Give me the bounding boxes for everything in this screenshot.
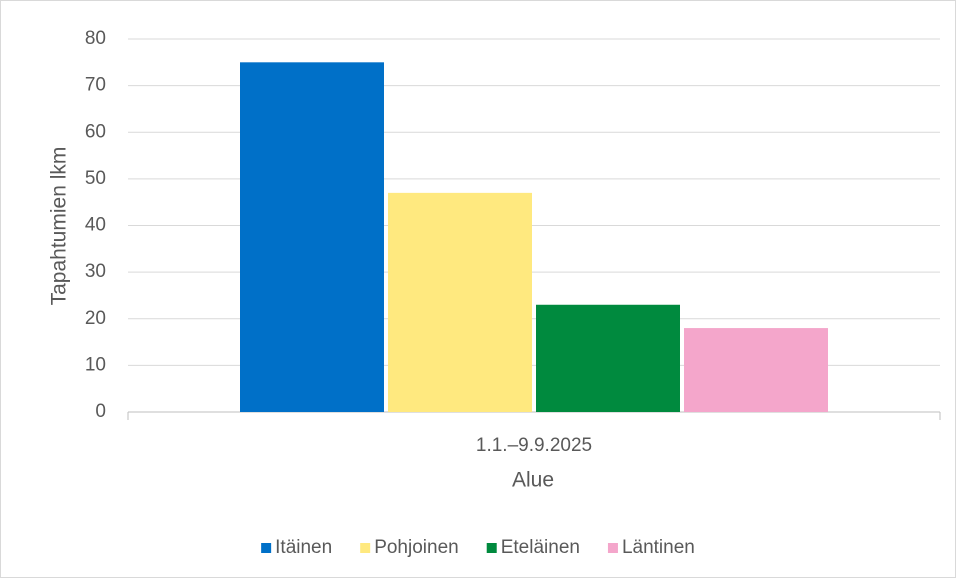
y-tick-label: 80: [85, 28, 106, 49]
legend-swatch: [607, 543, 618, 553]
bar: [388, 192, 532, 412]
legend-swatch: [360, 543, 371, 553]
x-axis-label: Alue: [512, 469, 554, 492]
bar: [536, 304, 680, 412]
legend-label: Eteläinen: [501, 537, 580, 558]
y-tick-label: 70: [85, 75, 106, 96]
bar: [684, 328, 828, 412]
legend-swatch: [261, 543, 272, 553]
y-tick-label: 60: [85, 121, 106, 142]
y-tick-label: 20: [85, 308, 106, 329]
y-tick-label: 50: [85, 168, 106, 189]
legend-label: Pohjoinen: [374, 537, 459, 558]
x-tick-label: 1.1.–9.9.2025: [476, 435, 592, 456]
y-axis-label: Tapahtumien lkm: [48, 147, 71, 306]
bar: [240, 62, 384, 412]
legend-label: Läntinen: [622, 537, 695, 558]
y-tick-label: 30: [85, 261, 106, 282]
y-tick-label: 10: [85, 354, 106, 375]
y-tick-label: 0: [95, 401, 106, 422]
y-tick-label: 40: [85, 215, 106, 236]
legend-swatch: [486, 543, 497, 553]
legend-label: Itäinen: [275, 537, 332, 558]
